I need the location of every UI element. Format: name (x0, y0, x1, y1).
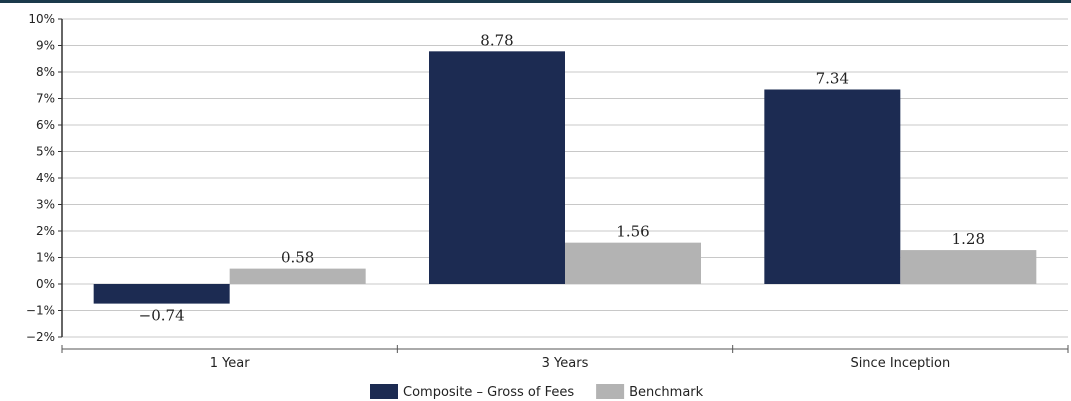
x-category-label: 3 Years (542, 356, 589, 371)
y-tick-label: 5% (36, 145, 55, 159)
bar (900, 250, 1036, 284)
bar (94, 284, 230, 304)
x-axis: 1 Year 3 Years Since Inception (62, 345, 1068, 371)
y-tick-label: 8% (36, 65, 55, 79)
bar-value-label: 1.28 (952, 230, 985, 248)
bar-value-label: 0.58 (281, 249, 314, 267)
y-tick-label: 9% (36, 39, 55, 53)
y-tick-label: 10% (28, 12, 55, 26)
legend: Composite – Gross of Fees Benchmark (370, 384, 704, 400)
y-tick-label: −2% (26, 330, 55, 344)
y-tick-label: 7% (36, 92, 55, 106)
bar-value-label: −0.74 (139, 307, 185, 325)
legend-swatch (596, 384, 624, 399)
bar-value-label: 1.56 (616, 223, 649, 241)
x-category-label: Since Inception (850, 356, 950, 371)
y-tick-label: −1% (26, 304, 55, 318)
bar (764, 89, 900, 284)
y-tick-label: 4% (36, 171, 55, 185)
x-category-label: 1 Year (210, 356, 251, 371)
y-axis: 10% 9% 8% 7% 6% 5% 4% 3% 2% 1% 0% −1% −2% (26, 12, 62, 344)
y-tick-label: 2% (36, 224, 55, 238)
y-tick-label: 1% (36, 251, 55, 265)
legend-label: Benchmark (629, 385, 704, 400)
bar (565, 243, 701, 284)
bar-value-label: 8.78 (480, 31, 513, 49)
bar-value-label: 7.34 (816, 69, 849, 87)
y-tick-label: 6% (36, 118, 55, 132)
bar (429, 51, 565, 284)
y-tick-label: 0% (36, 277, 55, 291)
bar (230, 269, 366, 284)
y-tick-label: 3% (36, 198, 55, 212)
legend-label: Composite – Gross of Fees (403, 385, 574, 400)
legend-swatch (370, 384, 398, 399)
